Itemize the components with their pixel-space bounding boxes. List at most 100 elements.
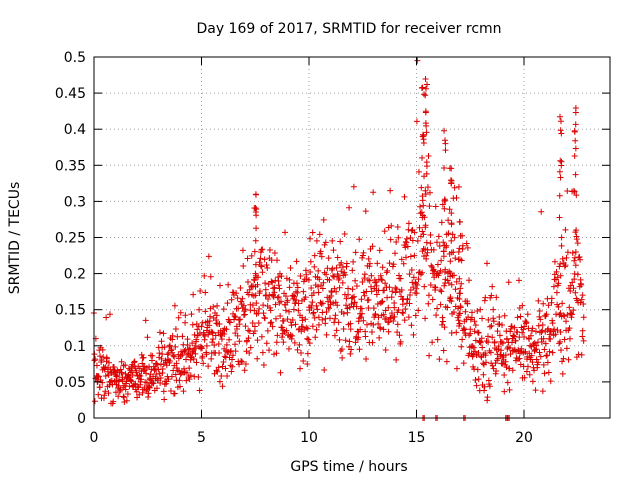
data-point <box>479 315 486 322</box>
data-point <box>161 396 168 403</box>
data-point <box>213 320 220 327</box>
data-point <box>470 344 477 351</box>
data-point <box>572 248 579 255</box>
data-point <box>238 358 245 365</box>
data-point <box>226 336 233 343</box>
data-points <box>90 57 587 421</box>
data-point <box>326 315 333 322</box>
data-point <box>363 288 370 295</box>
data-point <box>422 224 429 231</box>
data-point <box>419 269 426 276</box>
data-point <box>438 288 445 295</box>
data-point <box>275 294 282 301</box>
data-point <box>507 328 514 335</box>
data-point <box>363 355 370 362</box>
data-point <box>448 281 455 288</box>
data-point <box>194 326 201 333</box>
data-point <box>227 319 234 326</box>
data-point <box>458 343 465 350</box>
data-point <box>472 376 479 383</box>
data-point <box>529 378 536 385</box>
data-point <box>147 376 154 383</box>
data-point <box>546 348 553 355</box>
data-point <box>123 397 130 404</box>
data-point <box>333 288 340 295</box>
data-point <box>424 81 431 88</box>
data-point <box>349 267 356 274</box>
data-point <box>114 372 121 379</box>
data-point <box>539 321 546 328</box>
data-point <box>401 317 408 324</box>
data-point <box>352 339 359 346</box>
data-point <box>396 332 403 339</box>
data-point <box>158 338 165 345</box>
data-point <box>499 340 506 347</box>
data-point <box>420 202 427 209</box>
data-point <box>242 323 249 330</box>
data-point <box>456 256 463 263</box>
data-point <box>451 184 458 191</box>
data-point <box>177 371 184 378</box>
data-point <box>228 296 235 303</box>
data-point <box>239 247 246 254</box>
data-point <box>232 348 239 355</box>
data-point <box>561 336 568 343</box>
data-point <box>387 187 394 194</box>
data-point <box>412 312 419 319</box>
data-point <box>475 329 482 336</box>
data-point <box>404 296 411 303</box>
data-point <box>334 302 341 309</box>
data-point <box>455 183 462 190</box>
data-point <box>216 350 223 357</box>
data-point <box>360 249 367 256</box>
data-point <box>495 343 502 350</box>
data-point <box>562 262 569 269</box>
data-point <box>439 201 446 208</box>
data-point <box>335 319 342 326</box>
data-point <box>318 300 325 307</box>
data-point <box>559 358 566 365</box>
data-point <box>249 302 256 309</box>
data-point <box>319 285 326 292</box>
data-point <box>423 239 430 246</box>
data-point <box>516 355 523 362</box>
data-point <box>577 256 584 263</box>
data-point <box>484 333 491 340</box>
data-point <box>202 289 209 296</box>
data-point <box>160 388 167 395</box>
y-tick-label: 0.05 <box>55 375 86 391</box>
data-point <box>388 310 395 317</box>
data-point <box>130 359 137 366</box>
data-point <box>251 248 258 255</box>
data-point <box>414 57 421 64</box>
data-point <box>360 317 367 324</box>
data-point <box>420 132 427 139</box>
data-point <box>315 314 322 321</box>
data-point <box>418 209 425 216</box>
data-point <box>369 339 376 346</box>
data-point <box>422 92 429 99</box>
data-point <box>307 258 314 265</box>
data-point <box>252 237 259 244</box>
data-point <box>160 330 167 337</box>
data-point <box>577 299 584 306</box>
data-point <box>524 363 531 370</box>
data-point <box>214 302 221 309</box>
data-point <box>387 236 394 243</box>
data-point <box>370 189 377 196</box>
data-point <box>124 390 131 397</box>
data-point <box>323 331 330 338</box>
data-point <box>99 346 106 353</box>
data-point <box>247 344 254 351</box>
data-point <box>180 388 187 395</box>
data-point <box>567 287 574 294</box>
data-point <box>312 334 319 341</box>
data-point <box>536 349 543 356</box>
data-point <box>289 332 296 339</box>
data-point <box>309 299 316 306</box>
data-point <box>158 355 165 362</box>
data-point <box>477 306 484 313</box>
data-point <box>361 275 368 282</box>
data-point <box>358 296 365 303</box>
data-point <box>568 311 575 318</box>
